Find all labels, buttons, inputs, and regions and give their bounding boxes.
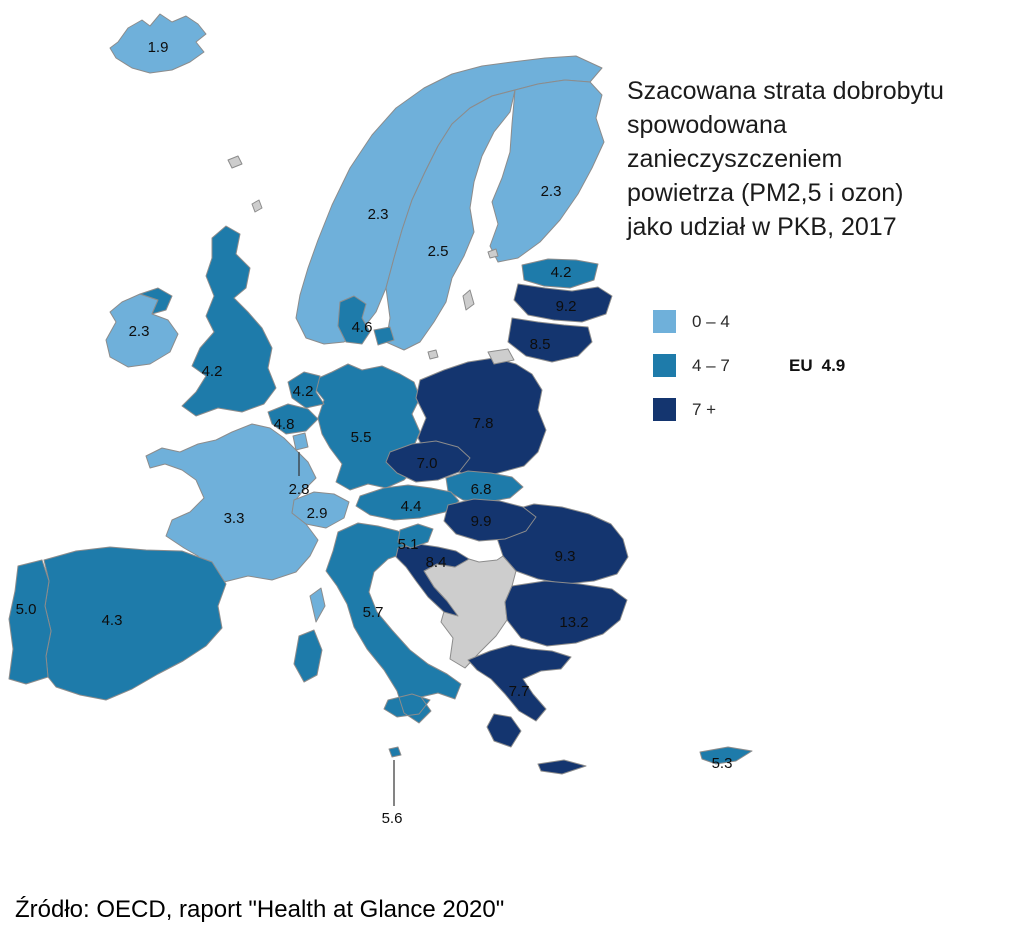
value-label-cyprus: 5.3 — [712, 755, 733, 772]
value-label-sweden: 2.5 — [428, 243, 449, 260]
legend-swatch-high — [653, 398, 676, 421]
legend-item-low: 0 – 4 — [653, 310, 730, 333]
legend-label-mid: 4 – 7 — [692, 355, 730, 375]
value-label-bulgaria: 13.2 — [559, 614, 588, 631]
country-denmark — [337, 295, 395, 346]
country-italy — [293, 522, 462, 724]
country-spain — [43, 546, 227, 701]
eu-average-value: 4.9 — [821, 356, 846, 375]
legend-swatch-low — [653, 310, 676, 333]
legend-item-high: 7 + — [653, 398, 730, 421]
value-label-romania: 9.3 — [555, 548, 576, 565]
country-hungary — [443, 498, 537, 542]
value-label-malta: 5.6 — [382, 810, 403, 827]
country-bulgaria — [504, 580, 628, 647]
map-title-line: spowodowana — [627, 111, 787, 139]
country-estonia — [521, 258, 599, 289]
value-label-croatia: 8.4 — [426, 554, 447, 571]
map-title: Szacowana strata dobrobytu spowodowana z… — [627, 74, 944, 244]
country-greece — [467, 644, 587, 775]
value-label-belgium: 4.8 — [274, 416, 295, 433]
value-label-portugal: 5.0 — [16, 601, 37, 618]
value-label-latvia: 9.2 — [556, 298, 577, 315]
country-cyprus — [699, 746, 753, 765]
value-label-switzerland: 2.9 — [307, 505, 328, 522]
value-label-germany: 5.5 — [351, 429, 372, 446]
value-label-ireland: 2.3 — [129, 323, 150, 340]
country-croatia — [395, 543, 470, 617]
country-latvia — [513, 283, 613, 323]
source-note: Źródło: OECD, raport "Health at Glance 2… — [15, 896, 505, 923]
country-iceland — [109, 13, 207, 74]
value-label-czechia: 7.0 — [417, 455, 438, 472]
country-portugal — [8, 559, 52, 685]
region-kaliningrad — [487, 348, 515, 365]
legend-item-mid: 4 – 7 — [653, 354, 730, 377]
region-gotland — [462, 289, 475, 311]
map-title-line: zanieczyszczeniem — [627, 145, 843, 173]
country-belgium — [267, 403, 319, 435]
legend-label-high: 7 + — [692, 399, 717, 419]
legend-swatch-mid — [653, 354, 676, 377]
map-title-line: powietrza (PM2,5 i ozon) — [627, 179, 904, 207]
value-label-greece: 7.7 — [509, 683, 530, 700]
value-label-netherlands: 4.2 — [293, 383, 314, 400]
value-labels-layer: 1.9 2.3 2.5 2.3 4.2 9.2 8.5 2.3 4.2 4.6 4.2 4.8 2.8 5… — [16, 39, 733, 827]
region-shetland — [251, 199, 263, 213]
value-label-lithuania: 8.5 — [530, 336, 551, 353]
map-title-line: jako udział w PKB, 2017 — [627, 213, 897, 241]
country-netherlands — [287, 371, 325, 409]
eu-average-label: EU — [789, 356, 813, 375]
country-slovakia — [445, 470, 524, 503]
value-label-slovakia: 6.8 — [471, 481, 492, 498]
country-switzerland — [291, 491, 350, 529]
value-label-poland: 7.8 — [473, 415, 494, 432]
value-label-spain: 4.3 — [102, 612, 123, 629]
eu-average: EU 4.9 — [789, 356, 845, 376]
region-bornholm — [427, 349, 439, 360]
region-faroe-islands — [227, 155, 243, 169]
legend-label-low: 0 – 4 — [692, 311, 730, 331]
country-united-kingdom — [139, 225, 277, 417]
country-luxembourg — [292, 432, 309, 451]
country-malta — [388, 746, 402, 758]
value-label-norway: 2.3 — [368, 206, 389, 223]
value-label-estonia: 4.2 — [551, 264, 572, 281]
value-label-denmark: 4.6 — [352, 319, 373, 336]
map-title-line: Szacowana strata dobrobytu — [627, 77, 944, 105]
value-label-iceland: 1.9 — [148, 39, 169, 56]
value-label-luxembourg: 2.8 — [289, 481, 310, 498]
leader-lines — [298, 452, 395, 806]
value-label-slovenia: 5.1 — [398, 536, 419, 553]
value-label-hungary: 9.9 — [471, 513, 492, 530]
region-aland — [487, 248, 499, 259]
country-slovenia — [397, 523, 434, 549]
value-label-france: 3.3 — [224, 510, 245, 527]
value-label-austria: 4.4 — [401, 498, 422, 515]
value-label-united-kingdom: 4.2 — [202, 363, 223, 380]
country-lithuania — [507, 317, 593, 363]
value-label-italy: 5.7 — [363, 604, 384, 621]
legend: 0 – 4 4 – 7 7 + — [653, 310, 730, 442]
country-czechia — [385, 440, 471, 483]
country-finland — [489, 79, 605, 263]
value-label-finland: 2.3 — [541, 183, 562, 200]
